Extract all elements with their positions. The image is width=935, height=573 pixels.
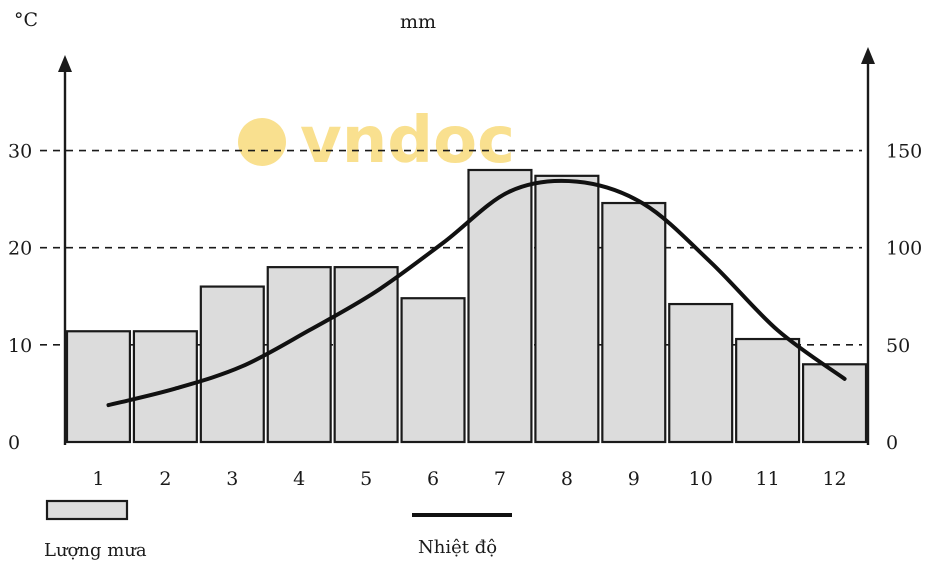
month-label: 3 — [226, 468, 238, 490]
month-label: 9 — [628, 468, 640, 490]
left-tick-label: 10 — [8, 335, 32, 357]
right-tick-label: 0 — [886, 432, 898, 454]
left-tick-label: 0 — [8, 432, 20, 454]
rainfall-bar — [601, 201, 667, 444]
month-label: 6 — [427, 468, 439, 490]
right-tick-label: 100 — [886, 238, 922, 260]
watermark-mascot-icon — [238, 118, 286, 166]
month-label: 5 — [360, 468, 372, 490]
rainfall-bar — [199, 285, 265, 444]
rainfall-bars — [65, 168, 868, 444]
left-axis-arrow-icon — [58, 55, 72, 72]
right-tick-label: 50 — [886, 335, 910, 357]
rainfall-bar — [735, 337, 801, 444]
month-label: 2 — [159, 468, 171, 490]
watermark-text: vndoc — [300, 104, 515, 178]
legend: Lượng mưa Nhiệt độ — [44, 499, 512, 561]
rainfall-bar — [65, 330, 132, 444]
rainfall-bar — [668, 302, 734, 444]
month-label: 1 — [92, 468, 104, 490]
month-label: 8 — [561, 468, 573, 490]
watermark: vndoc — [238, 104, 515, 178]
temperature-line — [106, 178, 847, 408]
rainfall-bar — [534, 174, 600, 444]
legend-rainfall-label: Lượng mưa — [44, 540, 147, 561]
legend-temperature-label: Nhiệt độ — [418, 537, 497, 558]
rainfall-bar — [400, 297, 466, 444]
month-label: 10 — [689, 468, 713, 490]
left-tick-label: 30 — [8, 141, 32, 163]
right-axis-arrow-icon — [861, 47, 875, 64]
month-label: 11 — [756, 468, 780, 490]
left-unit-label: °C — [14, 9, 38, 31]
month-label: 4 — [293, 468, 305, 490]
month-labels: 1 2 3 4 5 6 7 8 9 10 11 12 — [92, 468, 846, 490]
rainfall-bar — [801, 363, 868, 444]
right-tick-label: 150 — [886, 141, 922, 163]
rainfall-bar — [467, 168, 533, 444]
month-label: 12 — [822, 468, 846, 490]
right-unit-label: mm — [400, 11, 436, 33]
tick-labels: 0 10 20 30 0 50 100 150 — [8, 141, 922, 454]
rainfall-bar — [266, 266, 332, 444]
rainfall-bar — [333, 266, 399, 444]
legend-rainfall-swatch — [45, 499, 129, 521]
left-tick-label: 20 — [8, 238, 32, 260]
month-label: 7 — [494, 468, 506, 490]
